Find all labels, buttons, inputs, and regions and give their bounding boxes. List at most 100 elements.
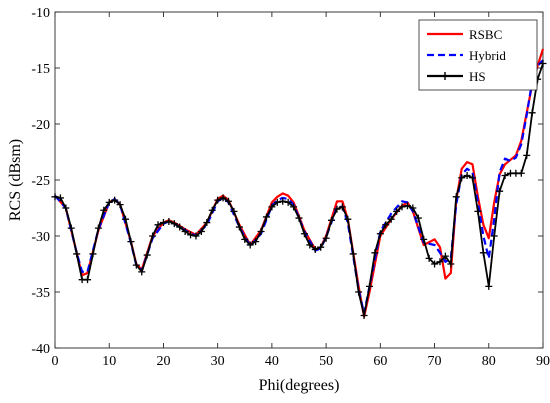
hs-marker — [214, 196, 222, 204]
hs-marker — [311, 245, 319, 253]
hs-marker — [447, 260, 455, 268]
x-tick-label: 20 — [156, 354, 170, 369]
hs-marker — [262, 213, 270, 221]
hs-marker — [539, 60, 547, 68]
hs-marker — [344, 215, 352, 223]
hs-marker — [333, 205, 341, 213]
x-tick-label: 50 — [319, 354, 333, 369]
hs-marker — [496, 187, 504, 195]
hs-marker — [149, 232, 157, 240]
legend-marker — [441, 72, 449, 80]
hs-marker — [474, 207, 482, 215]
x-tick-label: 40 — [265, 354, 279, 369]
hs-marker — [219, 194, 227, 202]
y-axis-ticks: -40 -35 -30 -25 -20 -15 -10 — [31, 6, 543, 357]
hs-marker — [62, 204, 70, 212]
hs-marker — [355, 288, 363, 296]
hs-marker — [138, 268, 146, 276]
x-tick-label: 80 — [482, 354, 496, 369]
hs-marker — [517, 169, 525, 177]
hs-marker — [501, 172, 509, 180]
hs-marker — [306, 241, 314, 249]
hs-marker — [105, 198, 113, 206]
hs-marker — [425, 254, 433, 262]
hs-marker — [208, 206, 216, 214]
hs-marker — [94, 224, 102, 232]
hs-marker — [436, 258, 444, 266]
hs-marker — [365, 282, 373, 290]
hs-marker — [328, 216, 336, 224]
hs-marker — [317, 243, 325, 251]
x-tick-label: 10 — [102, 354, 116, 369]
hs-marker — [84, 276, 92, 284]
hs-marker — [181, 228, 189, 236]
hs-marker — [420, 235, 428, 243]
y-tick-label: -35 — [31, 286, 50, 301]
hs-marker — [230, 207, 238, 215]
legend: RSBC Hybrid HS — [418, 19, 538, 91]
hs-marker — [414, 214, 422, 222]
hs-marker — [111, 196, 119, 204]
hs-marker — [273, 198, 281, 206]
legend-label: RSBC — [469, 27, 502, 42]
hs-marker — [73, 250, 81, 258]
y-tick-label: -20 — [31, 118, 50, 133]
hs-marker — [257, 228, 265, 236]
hs-marker — [371, 249, 379, 257]
y-tick-label: -15 — [31, 62, 50, 77]
hs-marker — [67, 224, 75, 232]
hs-marker — [479, 249, 487, 257]
y-tick-label: -25 — [31, 174, 50, 189]
y-tick-label: -40 — [31, 342, 50, 357]
x-tick-label: 60 — [373, 354, 387, 369]
hs-marker — [252, 238, 260, 246]
hs-marker — [127, 238, 135, 246]
x-tick-label: 0 — [52, 354, 59, 369]
hs-marker — [143, 251, 151, 259]
hs-marker — [382, 221, 390, 229]
hs-marker — [490, 232, 498, 240]
hs-marker — [176, 223, 184, 231]
x-tick-label: 90 — [536, 354, 550, 369]
x-tick-label: 30 — [211, 354, 225, 369]
hs-marker — [246, 241, 254, 249]
hs-marker — [89, 250, 97, 258]
hs-marker — [360, 312, 368, 320]
y-axis-title: RCS (dBsm) — [7, 139, 24, 221]
hs-marker — [192, 232, 200, 240]
hs-marker — [121, 215, 129, 223]
hs-marker — [463, 172, 471, 180]
hs-marker — [441, 252, 449, 260]
hs-marker — [279, 197, 287, 205]
hs-marker — [528, 109, 536, 117]
hs-marker — [458, 174, 466, 182]
hs-marker — [203, 219, 211, 227]
hs-marker — [523, 151, 531, 159]
hs-marker — [187, 231, 195, 239]
hs-marker — [290, 203, 298, 211]
hs-marker — [165, 217, 173, 225]
x-axis-ticks: 0 10 20 30 40 50 60 70 80 90 — [52, 12, 550, 369]
legend-label: HS — [469, 69, 486, 84]
hs-marker — [197, 228, 205, 236]
legend-label: Hybrid — [469, 48, 506, 63]
y-tick-label: -10 — [31, 6, 50, 21]
hs-marker — [398, 203, 406, 211]
hs-marker — [469, 174, 477, 182]
hs-marker — [51, 193, 59, 201]
series-layer — [51, 48, 547, 320]
hs-marker — [225, 197, 233, 205]
hs-marker — [56, 194, 64, 202]
hs-marker — [349, 250, 357, 258]
hs-marker — [403, 202, 411, 210]
hs-marker — [235, 223, 243, 231]
hs-marker — [170, 220, 178, 228]
hs-marker — [393, 207, 401, 215]
hs-marker — [300, 230, 308, 238]
x-axis-title: Phi(degrees) — [259, 377, 340, 394]
hs-marker — [268, 203, 276, 211]
hs-marker — [322, 234, 330, 242]
hs-marker — [159, 219, 167, 227]
hs-marker — [452, 193, 460, 201]
